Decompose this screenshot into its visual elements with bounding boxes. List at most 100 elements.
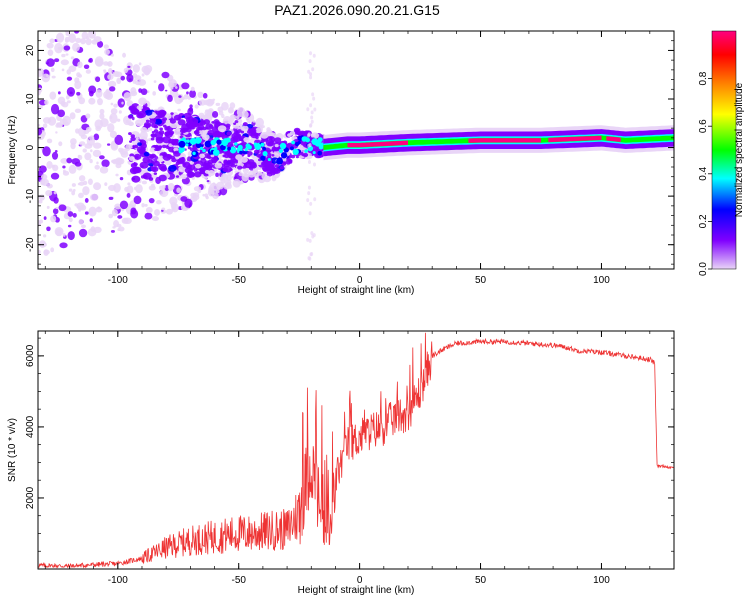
heatmap-cell — [121, 217, 129, 224]
heatmap-cell — [288, 155, 292, 159]
heatmap-cell — [138, 97, 147, 106]
heatmap-cell — [90, 193, 99, 201]
heatmap-cell — [46, 205, 50, 209]
heatmap-cell — [260, 131, 269, 139]
heatmap-cell — [178, 140, 186, 148]
x-tick-label: 0 — [357, 575, 363, 586]
heatmap-cell — [139, 130, 148, 141]
heatmap-cell — [178, 157, 186, 164]
heatmap-cell — [74, 31, 79, 34]
heatmap-cell — [238, 137, 244, 141]
heatmap-cell — [187, 146, 192, 150]
heatmap-cell — [253, 149, 260, 154]
heatmap-cell — [58, 18, 64, 22]
heatmap-cell — [270, 171, 276, 176]
heatmap-cell — [276, 157, 284, 165]
heatmap-cell — [212, 98, 216, 101]
heatmap-cell — [46, 138, 53, 144]
heatmap-cell — [153, 125, 159, 129]
heatmap-cell — [135, 184, 143, 194]
spectrogram-x-ticks: -100 -50 0 50 100 — [44, 31, 675, 286]
heatmap-cell — [127, 65, 131, 68]
heatmap-cell — [65, 95, 70, 100]
y-tick-label: 2000 — [25, 486, 36, 509]
heatmap-cell — [151, 131, 155, 134]
heatmap-cell — [274, 143, 279, 148]
heatmap-cell — [256, 153, 261, 158]
heatmap-cell — [199, 144, 204, 148]
heatmap-cell — [93, 182, 102, 191]
heatmap-cell — [118, 110, 122, 114]
heatmap-cell — [173, 114, 182, 121]
heatmap-cell — [111, 209, 118, 217]
heatmap-cell — [143, 151, 150, 157]
heatmap-cell — [72, 188, 76, 192]
heatmap-cell — [153, 172, 158, 176]
heatmap-cell — [308, 59, 312, 64]
heatmap-cell — [43, 249, 50, 255]
heatmap-cell — [204, 176, 208, 180]
heatmap-cell — [129, 140, 133, 143]
heatmap-cell — [67, 224, 72, 228]
heatmap-cell — [156, 200, 162, 205]
heatmap-cell — [164, 113, 172, 120]
heatmap-cell — [72, 42, 80, 52]
heatmap-cell — [151, 183, 155, 188]
heatmap-cell — [255, 127, 263, 134]
heatmap-cell — [51, 75, 56, 79]
heatmap-cell — [237, 129, 242, 133]
heatmap-cell — [60, 158, 69, 164]
heatmap-cell — [108, 196, 114, 201]
heatmap-cell — [42, 234, 47, 238]
heatmap-cell — [88, 85, 97, 94]
colorbar-tick-label: 0.8 — [698, 71, 709, 85]
heatmap-cell — [151, 160, 155, 164]
heatmap-cell — [309, 201, 313, 206]
heatmap-cell — [182, 205, 187, 210]
heatmap-cell — [50, 247, 55, 253]
heatmap-cell — [217, 125, 227, 133]
heatmap-cell — [100, 118, 109, 128]
x-tick-label: 0 — [357, 275, 363, 286]
heatmap-cell — [74, 80, 82, 90]
heatmap-cell — [214, 146, 218, 150]
heatmap-cell — [141, 180, 148, 185]
x-tick-label: -50 — [231, 275, 246, 286]
snr-y-ticks: 2000 4000 6000 — [25, 337, 674, 552]
heatmap-cell — [142, 172, 152, 180]
heatmap-cell — [235, 115, 240, 120]
heatmap-cell — [144, 212, 153, 220]
heatmap-cell — [83, 130, 90, 135]
heatmap-cell — [154, 208, 160, 216]
heatmap-cell — [55, 131, 58, 134]
x-tick-label: -100 — [108, 275, 128, 286]
heatmap-cell — [53, 196, 59, 204]
heatmap-cell — [185, 127, 192, 133]
heatmap-cell — [115, 173, 119, 177]
heatmap-cell — [199, 153, 206, 159]
heatmap-cell — [65, 53, 69, 56]
snr-x-label: Height of straight line (km) — [298, 585, 415, 596]
heatmap-cell — [175, 86, 178, 89]
heatmap-cell — [75, 37, 82, 44]
heatmap-cell — [103, 70, 107, 74]
heatmap-ridge-core — [468, 138, 541, 143]
heatmap-cell — [159, 185, 163, 190]
heatmap-cell — [295, 155, 299, 159]
heatmap-cell — [159, 127, 164, 131]
heatmap-cell — [43, 216, 47, 220]
heatmap-cell — [88, 206, 97, 217]
heatmap-cell — [212, 149, 220, 156]
heatmap-cell — [190, 129, 195, 135]
heatmap-cell — [128, 144, 134, 149]
heatmap-cell — [318, 144, 324, 150]
heatmap-cell — [307, 159, 311, 164]
heatmap-cell — [313, 107, 317, 112]
heatmap-cell — [195, 163, 202, 169]
heatmap-cell — [51, 164, 55, 168]
heatmap-cell — [157, 145, 162, 150]
heatmap-cell — [309, 51, 313, 56]
heatmap-cell — [110, 108, 118, 115]
heatmap-cell — [54, 58, 60, 63]
y-tick-label: 20 — [25, 44, 36, 56]
